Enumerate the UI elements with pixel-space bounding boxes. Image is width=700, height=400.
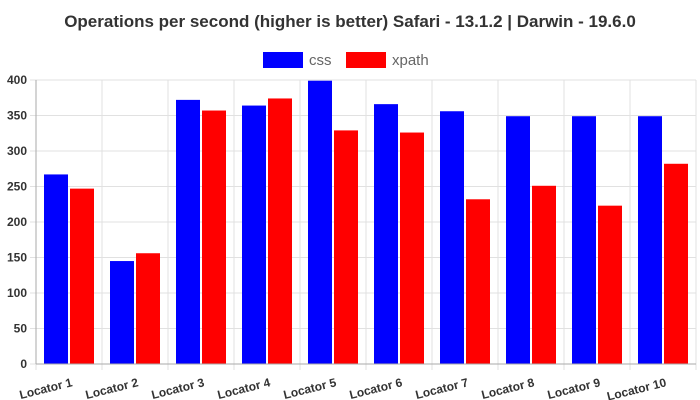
y-tick-label: 350 [7,109,27,123]
x-tick-label: Locator 6 [348,375,404,400]
legend-item-css[interactable]: css [263,52,332,69]
bar-xpath-1[interactable] [70,188,94,364]
bar-xpath-2[interactable] [136,253,160,364]
bar-css-6[interactable] [374,104,398,364]
bar-xpath-7[interactable] [466,199,490,364]
legend-item-xpath[interactable]: xpath [346,52,429,69]
bar-xpath-8[interactable] [532,185,556,364]
y-tick-label: 400 [7,73,27,87]
legend: css xpath [263,52,429,69]
x-tick-label: Locator 10 [605,375,668,400]
y-tick-label: 0 [20,357,27,371]
bar-xpath-9[interactable] [598,205,622,364]
bar-css-10[interactable] [638,116,662,365]
x-tick-label: Locator 7 [414,375,470,400]
x-tick-label: Locator 9 [546,375,602,400]
bar-css-4[interactable] [242,105,266,364]
x-axis-ticks: Locator 1 Locator 2 Locator 3 Locator 4 Loca… [18,375,668,400]
x-tick-label: Locator 4 [216,375,272,400]
bar-xpath-4[interactable] [268,98,292,365]
legend-label-css: css [309,52,332,69]
y-tick-label: 250 [7,180,27,194]
bar-css-3[interactable] [176,99,200,364]
bar-css-8[interactable] [506,116,530,365]
x-tick-label: Locator 1 [18,375,74,400]
x-tick-label: Locator 2 [84,375,140,400]
y-tick-label: 50 [14,322,28,336]
gridlines [30,79,697,370]
y-tick-label: 150 [7,251,27,265]
axes [35,80,696,365]
y-tick-label: 100 [7,286,27,300]
y-tick-label: 200 [7,215,27,229]
y-tick-label: 300 [7,144,27,158]
bars [44,80,688,365]
bar-xpath-10[interactable] [664,163,688,364]
bar-css-2[interactable] [110,261,134,364]
chart-title: Operations per second (higher is better)… [64,12,636,31]
bar-xpath-6[interactable] [400,132,424,364]
bar-css-7[interactable] [440,111,464,365]
bar-css-5[interactable] [308,80,332,365]
bar-xpath-5[interactable] [334,130,358,364]
bar-css-1[interactable] [44,174,68,364]
legend-swatch-css [263,52,303,68]
y-axis-ticks: 0 50 100 150 200 250 300 350 400 [7,73,27,371]
x-tick-label: Locator 8 [480,375,536,400]
bar-css-9[interactable] [572,116,596,365]
x-tick-label: Locator 5 [282,375,338,400]
legend-swatch-xpath [346,52,386,68]
x-tick-label: Locator 3 [150,375,206,400]
bar-xpath-3[interactable] [202,110,226,364]
legend-label-xpath: xpath [392,52,429,69]
